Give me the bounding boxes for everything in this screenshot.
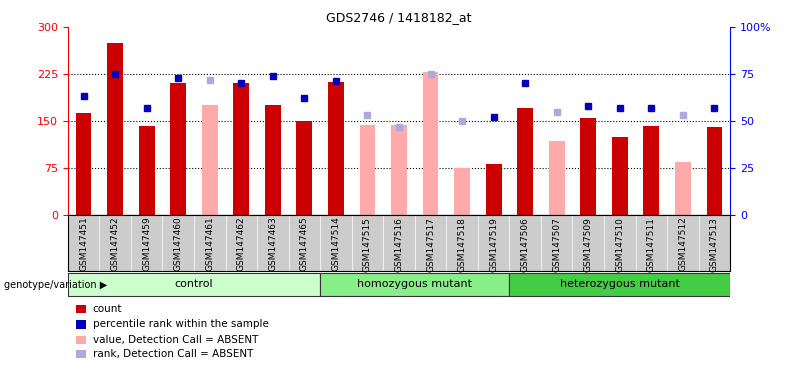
Bar [328,82,344,215]
Text: GSM147459: GSM147459 [142,217,151,271]
Text: GSM147452: GSM147452 [111,217,120,271]
Bar [297,121,312,215]
Text: GSM147461: GSM147461 [205,217,214,271]
Bar [580,118,596,215]
Text: GSM147519: GSM147519 [489,217,498,271]
Bar [139,126,155,215]
Text: GSM147463: GSM147463 [268,217,278,271]
FancyBboxPatch shape [320,273,509,296]
Bar [76,113,92,215]
Bar [517,108,533,215]
Bar [454,168,470,215]
Text: GSM147511: GSM147511 [647,217,656,271]
Bar [423,72,438,215]
Text: GSM147514: GSM147514 [331,217,341,271]
Text: GSM147513: GSM147513 [710,217,719,271]
Text: GSM147510: GSM147510 [615,217,624,271]
Text: GSM147460: GSM147460 [174,217,183,271]
Bar [675,162,691,215]
Bar [706,127,722,215]
Text: GSM147462: GSM147462 [237,217,246,271]
Text: GSM147506: GSM147506 [520,217,530,271]
Bar [265,105,281,215]
FancyBboxPatch shape [68,273,320,296]
Bar [202,105,218,215]
Text: percentile rank within the sample: percentile rank within the sample [93,319,268,329]
Bar [233,83,249,215]
Bar [643,126,659,215]
Bar [360,125,375,215]
Text: GSM147517: GSM147517 [426,217,435,271]
Bar [612,137,628,215]
Bar [486,164,501,215]
Title: GDS2746 / 1418182_at: GDS2746 / 1418182_at [326,11,472,24]
Text: GSM147451: GSM147451 [79,217,88,271]
Bar [549,141,564,215]
Text: GSM147515: GSM147515 [363,217,372,271]
Text: homozygous mutant: homozygous mutant [358,279,472,289]
Text: rank, Detection Call = ABSENT: rank, Detection Call = ABSENT [93,349,253,359]
Text: GSM147507: GSM147507 [552,217,561,271]
Text: GSM147465: GSM147465 [300,217,309,271]
FancyBboxPatch shape [509,273,730,296]
Bar [107,43,123,215]
Text: genotype/variation ▶: genotype/variation ▶ [4,280,107,290]
Text: control: control [175,279,213,289]
Text: heterozygous mutant: heterozygous mutant [560,279,680,289]
Bar [391,125,407,215]
Bar [170,83,186,215]
Text: GSM147518: GSM147518 [457,217,467,271]
Text: value, Detection Call = ABSENT: value, Detection Call = ABSENT [93,335,258,345]
Text: GSM147512: GSM147512 [678,217,687,271]
Text: GSM147509: GSM147509 [584,217,593,271]
Text: GSM147516: GSM147516 [394,217,404,271]
Text: count: count [93,304,122,314]
